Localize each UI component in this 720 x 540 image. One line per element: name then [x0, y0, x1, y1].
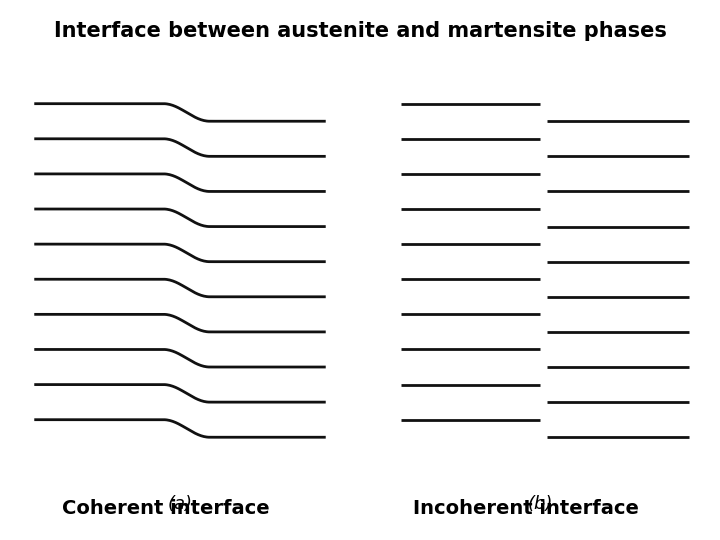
Text: (a): (a): [168, 495, 192, 512]
Text: Incoherent interface: Incoherent interface: [413, 500, 639, 518]
Text: Interface between austenite and martensite phases: Interface between austenite and martensi…: [53, 21, 667, 41]
Text: (b): (b): [527, 495, 553, 512]
Text: Coherent interface: Coherent interface: [62, 500, 269, 518]
